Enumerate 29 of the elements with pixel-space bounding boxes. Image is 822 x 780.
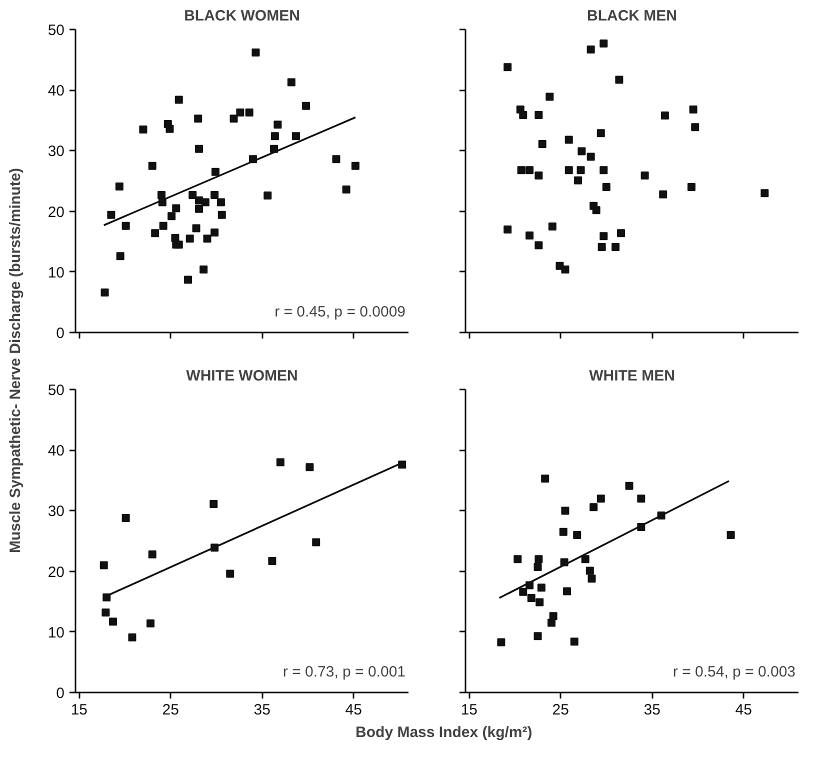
y-axis-title: Muscle Sympathetic- Nerve Discharge (bursts/minute) <box>7 168 24 554</box>
y-tick-label: 50 <box>48 22 65 39</box>
annotation: r = 0.45, p = 0.0009 <box>274 304 406 320</box>
y-tick-label: 20 <box>48 204 65 221</box>
chart-title: WHITE MEN <box>589 368 675 384</box>
x-tick-label: 15 <box>70 702 88 718</box>
x-tick-label: 45 <box>345 702 362 718</box>
y-tick-label: 0 <box>56 685 64 702</box>
x-tick-label: 35 <box>254 702 270 718</box>
chart-title: BLACK WOMEN <box>184 8 300 24</box>
chart-title: BLACK MEN <box>587 8 678 24</box>
annotation: r = 0.54, p = 0.003 <box>672 664 796 680</box>
x-tick-label: 25 <box>162 702 179 718</box>
x-tick-label: 45 <box>735 702 752 718</box>
x-tick-label: 35 <box>644 702 660 718</box>
x-tick-label: 15 <box>460 702 478 718</box>
y-tick-label: 30 <box>48 143 65 160</box>
y-tick-label: 40 <box>48 442 65 460</box>
x-axis-title: Body Mass Index (kg/m²) <box>356 724 532 741</box>
y-tick-label: 0 <box>56 325 64 342</box>
y-tick-label: 10 <box>48 624 65 642</box>
y-tick-label: 10 <box>48 264 65 282</box>
y-tick-label: 30 <box>48 503 65 520</box>
chart-title: WHITE WOMEN <box>186 368 298 384</box>
y-tick-label: 40 <box>48 82 65 100</box>
y-tick-label: 50 <box>48 382 65 399</box>
annotation: r = 0.73, p = 0.001 <box>282 664 406 680</box>
x-tick-label: 25 <box>552 702 569 718</box>
y-tick-label: 20 <box>48 564 65 581</box>
